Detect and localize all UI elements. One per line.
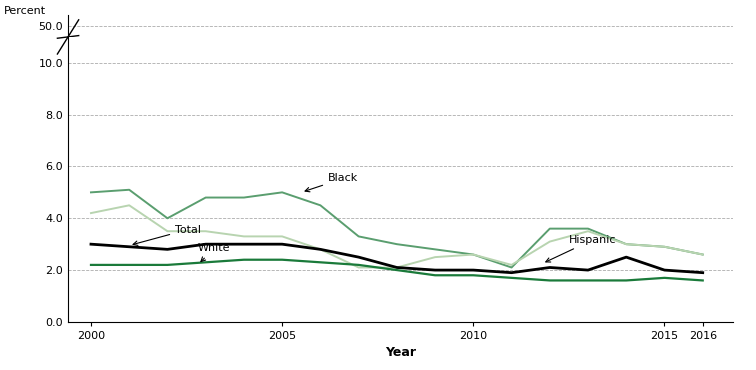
Text: Hispanic: Hispanic	[546, 235, 616, 262]
Text: White: White	[198, 243, 231, 262]
Text: Percent: Percent	[4, 6, 46, 16]
Text: Total: Total	[133, 225, 201, 245]
X-axis label: Year: Year	[385, 346, 417, 360]
Text: Black: Black	[305, 174, 358, 192]
